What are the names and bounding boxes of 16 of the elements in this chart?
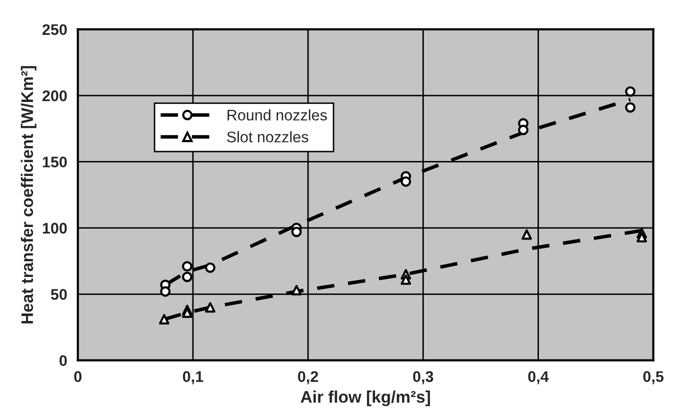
x-tick-label: 0,1	[182, 371, 204, 384]
y-tick-label: 250	[42, 24, 67, 36]
x-tick-label: 0,3	[413, 371, 434, 384]
x-tick-label: 0,4	[528, 371, 549, 384]
legend-label: Round nozzles	[228, 109, 327, 121]
x-axis-title: Air flow [kg/m²s]	[300, 390, 430, 406]
y-axis-title: Heat transfer coefficient [W/Km²]	[20, 66, 36, 324]
x-tick-label: 0	[74, 371, 82, 382]
y-tick-label: 150	[42, 156, 67, 168]
x-tick-label: 0,5	[643, 371, 664, 384]
y-tick-label: 200	[42, 90, 67, 102]
y-tick-label: 0	[60, 355, 67, 366]
x-tick-label: 0,2	[298, 371, 318, 384]
y-tick-label: 100	[42, 222, 67, 234]
legend-label: Slot nozzles	[227, 131, 308, 142]
y-tick-label: 50	[50, 289, 67, 300]
